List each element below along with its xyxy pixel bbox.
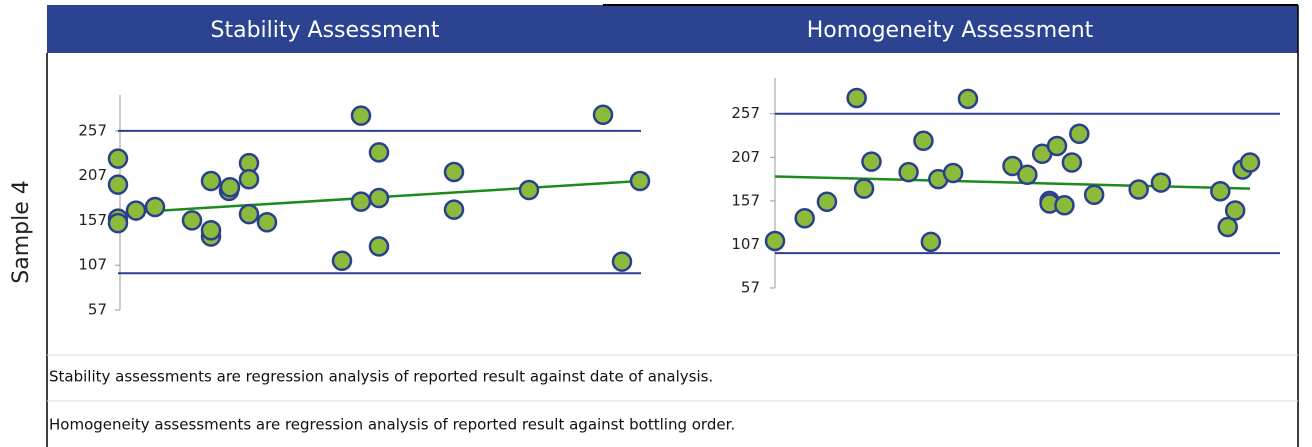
- point: [794, 208, 815, 229]
- y-tick-label: 107: [78, 256, 107, 274]
- point: [238, 203, 260, 225]
- point: [1054, 194, 1075, 216]
- point: [125, 200, 147, 221]
- point: [898, 161, 919, 183]
- header-bar: [603, 5, 1298, 53]
- point: [368, 236, 390, 257]
- point: [256, 211, 278, 233]
- y-tick-label: 107: [731, 235, 760, 253]
- point: [611, 251, 633, 272]
- chart-title: Stability Assessment: [211, 18, 440, 43]
- y-tick-label: 207: [731, 148, 760, 166]
- point: [816, 191, 838, 212]
- point: [238, 168, 260, 190]
- point: [846, 87, 867, 109]
- point: [1069, 123, 1090, 145]
- point: [1224, 200, 1246, 221]
- point: [518, 179, 540, 201]
- point: [592, 104, 614, 125]
- point: [1239, 152, 1261, 173]
- y-tick-label: 207: [78, 166, 107, 184]
- header-bar: [47, 5, 603, 53]
- point: [200, 170, 222, 192]
- point: [1210, 181, 1231, 202]
- point: [913, 130, 934, 151]
- y-tick-label: 57: [88, 301, 107, 319]
- point: [764, 230, 786, 252]
- point: [368, 187, 390, 209]
- point: [1002, 155, 1023, 177]
- point: [219, 177, 241, 198]
- point: [1083, 184, 1105, 206]
- row-label: Sample 4: [9, 180, 34, 283]
- y-tick-label: 157: [731, 191, 760, 209]
- point: [331, 250, 353, 271]
- point: [181, 210, 203, 231]
- point: [107, 148, 129, 169]
- trend-line: [774, 175, 1251, 190]
- point: [1150, 172, 1172, 193]
- point: [920, 231, 942, 253]
- point: [629, 170, 651, 192]
- chart-title: Homogeneity Assessment: [807, 18, 1094, 43]
- point: [144, 196, 166, 218]
- point: [443, 161, 465, 183]
- note: Stability assessments are regression ana…: [49, 368, 713, 386]
- point: [350, 191, 372, 212]
- y-tick-label: 257: [78, 121, 107, 139]
- y-tick-label: 57: [741, 279, 760, 297]
- point: [443, 199, 465, 220]
- y-tick-label: 257: [731, 104, 760, 122]
- point: [853, 178, 875, 199]
- note: Homogeneity assessments are regression a…: [49, 416, 735, 434]
- point: [861, 151, 882, 172]
- point: [350, 105, 372, 126]
- point: [1017, 164, 1038, 185]
- point: [200, 220, 222, 241]
- point: [1217, 216, 1238, 238]
- point: [942, 162, 964, 184]
- point: [107, 212, 129, 234]
- point: [1061, 152, 1083, 173]
- point: [1046, 135, 1068, 157]
- point: [957, 88, 979, 110]
- point: [1128, 179, 1149, 200]
- point: [107, 174, 129, 195]
- y-tick-label: 157: [78, 211, 107, 229]
- point: [368, 142, 390, 163]
